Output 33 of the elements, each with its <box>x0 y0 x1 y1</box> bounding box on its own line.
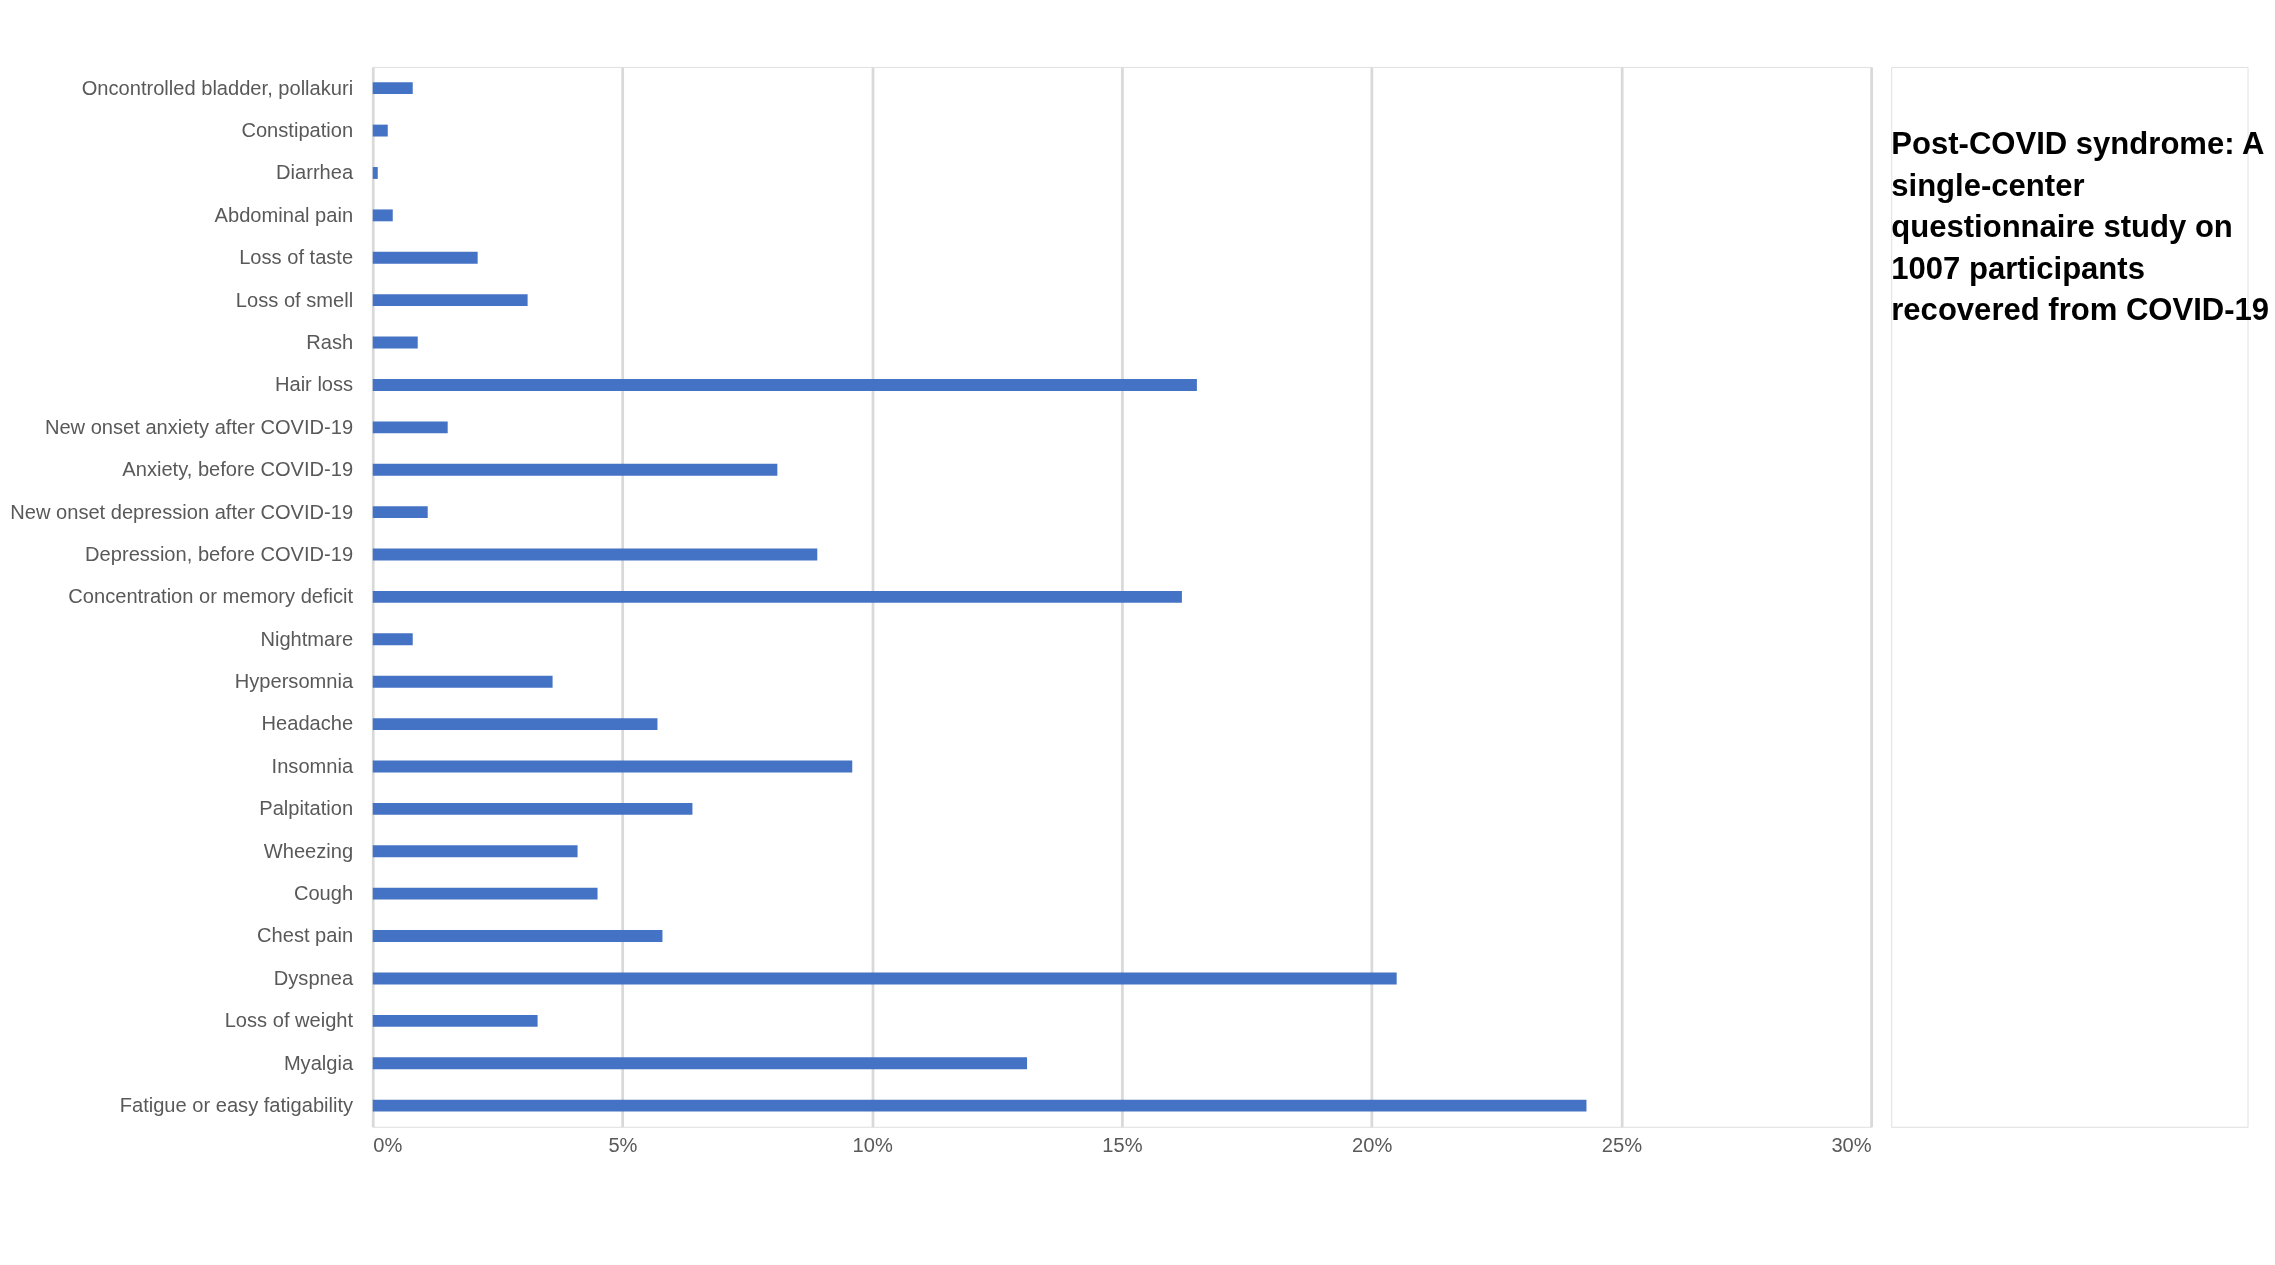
y-tick-label: New onset depression after COVID-19 <box>10 500 354 523</box>
x-tick-label: 30% <box>1831 1133 1872 1156</box>
x-tick-label: 25% <box>1601 1133 1643 1156</box>
y-tick-label: Headache <box>261 712 354 735</box>
y-tick-label: Chest pain <box>257 924 354 947</box>
y-tick-label: Dyspnea <box>273 966 354 989</box>
x-tick-label: 10% <box>852 1133 893 1156</box>
y-tick-label: Depression, before COVID-19 <box>85 542 354 565</box>
y-tick-label: Oncontrolled bladder, pollakuri <box>81 76 354 99</box>
y-tick-label: Loss of taste <box>239 246 354 269</box>
y-tick-label: New onset anxiety after COVID-19 <box>44 415 354 438</box>
y-tick-label: Loss of smell <box>235 288 354 311</box>
y-tick-label: Fatigue or easy fatigability <box>119 1094 354 1117</box>
y-tick-label: Cough <box>293 882 354 905</box>
text: Post-COVID syndrome: A single-center questionnaire study on 1007 participants recovered from COVID-19 <box>1891 126 2270 328</box>
x-tick-label: 0% <box>373 1133 403 1156</box>
y-tick-label: Hypersomnia <box>234 670 354 693</box>
y-tick-label: Hair loss <box>274 373 354 396</box>
y-tick-label: Anxiety, before COVID-19 <box>122 458 354 481</box>
y-tick-label: Constipation <box>241 118 354 141</box>
x-tick-label: 15% <box>1102 1133 1143 1156</box>
y-tick-label: Abdominal pain <box>214 203 354 226</box>
y-tick-label: Rash <box>306 330 354 353</box>
y-tick-label: Nightmare <box>260 627 354 650</box>
y-tick-label: Concentration or memory deficit <box>68 585 354 608</box>
y-tick-label: Myalgia <box>283 1051 354 1074</box>
y-tick-label: Diarrhea <box>276 161 354 184</box>
x-tick-label: 5% <box>608 1133 638 1156</box>
y-tick-label: Wheezing <box>263 839 354 862</box>
y-tick-label: Palpitation <box>259 797 354 820</box>
y-tick-label: Insomnia <box>271 754 354 777</box>
y-tick-label: Loss of weight <box>224 1009 354 1032</box>
x-tick-label: 20% <box>1352 1133 1393 1156</box>
